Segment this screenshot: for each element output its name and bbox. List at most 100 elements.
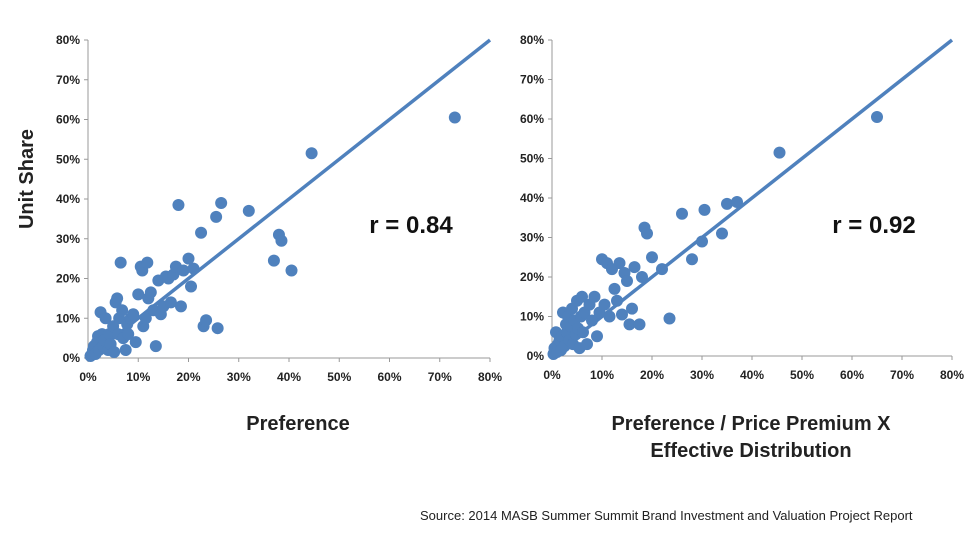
- right-y-tick-label: 0%: [527, 349, 545, 363]
- left-correlation-label: r = 0.84: [369, 212, 453, 239]
- right-y-tick-label: 40%: [520, 191, 544, 205]
- left-x-tick-label: 50%: [327, 370, 351, 384]
- left-data-point: [132, 288, 145, 301]
- right-data-point: [598, 298, 611, 311]
- left-y-tick-label: 40%: [56, 192, 80, 206]
- right-data-point: [721, 197, 733, 210]
- right-correlation-label: r = 0.92: [832, 212, 915, 239]
- right-y-tick-label: 80%: [520, 33, 544, 47]
- left-data-point: [174, 300, 187, 313]
- left-data-point: [185, 280, 198, 293]
- left-x-tick-label: 0%: [79, 370, 97, 384]
- right-data-point: [611, 294, 623, 307]
- left-data-point: [267, 254, 280, 267]
- right-data-point: [608, 282, 621, 295]
- right-y-tick-label: 70%: [520, 73, 544, 87]
- right-y-tick-label: 20%: [520, 270, 544, 284]
- right-x-tick-label: 0%: [543, 368, 561, 382]
- right-data-point: [716, 227, 728, 240]
- left-data-point: [108, 346, 121, 359]
- left-y-tick-label: 30%: [56, 232, 80, 246]
- left-data-point: [149, 340, 162, 353]
- right-data-point: [656, 263, 668, 276]
- right-data-point: [633, 318, 646, 331]
- left-data-point: [116, 304, 129, 317]
- right-x-axis-title-line2: Effective Distribution: [650, 440, 851, 462]
- right-data-point: [698, 203, 711, 216]
- right-y-tick-label: 30%: [520, 231, 544, 245]
- right-x-tick-label: 60%: [840, 368, 864, 382]
- right-data-point: [686, 253, 698, 266]
- left-data-point: [139, 312, 152, 325]
- right-x-tick-label: 40%: [740, 368, 764, 382]
- right-x-axis-title-line1: Preference / Price Premium X: [611, 413, 891, 435]
- left-data-point: [182, 252, 195, 265]
- left-x-tick-label: 60%: [377, 370, 401, 384]
- right-data-point: [676, 207, 688, 220]
- left-data-point: [275, 234, 288, 247]
- left-scatter-plot: 0% 10% 20% 30% 40% 50% 60% 70% 80% 0% 10% 20% 30% 40%…: [56, 33, 502, 384]
- left-y-tick-label: 60%: [56, 113, 80, 127]
- right-data-point: [613, 257, 626, 270]
- right-data-point: [696, 235, 708, 248]
- left-data-point: [200, 314, 213, 327]
- right-data-point: [871, 111, 883, 124]
- left-data-point: [285, 264, 298, 277]
- right-data-point: [577, 326, 589, 339]
- left-y-tick-label: 10%: [56, 311, 80, 325]
- left-data-point: [122, 328, 135, 341]
- right-data-point: [591, 330, 603, 343]
- left-data-point: [164, 296, 177, 309]
- left-y-tick-label: 0%: [63, 351, 81, 365]
- right-data-point: [773, 146, 786, 159]
- left-data-point: [242, 204, 255, 217]
- left-data-point: [195, 226, 208, 239]
- left-x-tick-label: 30%: [227, 370, 251, 384]
- left-data-point: [144, 286, 157, 299]
- left-data-point: [448, 111, 461, 124]
- left-data-point: [215, 196, 228, 209]
- right-data-point: [641, 227, 653, 240]
- left-data-point: [211, 322, 224, 335]
- right-trendline: [550, 38, 954, 358]
- left-data-point: [114, 256, 127, 269]
- right-data-point: [663, 312, 676, 325]
- left-x-tick-label: 20%: [176, 370, 200, 384]
- left-x-tick-label: 10%: [126, 370, 150, 384]
- right-y-tick-label: 60%: [520, 112, 544, 126]
- left-x-tick-label: 70%: [428, 370, 452, 384]
- left-y-tick-label: 80%: [56, 33, 80, 47]
- right-x-tick-label: 70%: [890, 368, 914, 382]
- left-data-point: [111, 292, 124, 305]
- left-x-axis-title: Preference: [246, 413, 349, 435]
- left-data-point: [141, 256, 154, 269]
- left-y-tick-label: 70%: [56, 73, 80, 87]
- left-data-point: [210, 210, 223, 223]
- right-data-point: [603, 310, 616, 323]
- right-data-point: [628, 261, 641, 274]
- right-data-point: [588, 290, 601, 303]
- right-data-point: [623, 318, 636, 331]
- right-data-point: [621, 274, 633, 287]
- left-data-point: [129, 336, 142, 349]
- right-data-point: [731, 195, 743, 208]
- right-data-point: [581, 338, 593, 351]
- left-data-point: [177, 264, 190, 277]
- left-data-point: [127, 308, 140, 321]
- left-data-point: [99, 312, 112, 325]
- right-data-point: [626, 302, 638, 315]
- right-x-tick-label: 10%: [590, 368, 614, 382]
- left-y-tick-label: 50%: [56, 152, 80, 166]
- left-y-axis-title: Unit Share: [16, 129, 38, 229]
- right-data-point: [646, 251, 658, 264]
- right-x-tick-label: 80%: [940, 368, 964, 382]
- left-y-tick-label: 20%: [56, 272, 80, 286]
- left-data-point: [187, 262, 200, 275]
- right-x-tick-label: 30%: [690, 368, 714, 382]
- left-data-point: [172, 198, 185, 211]
- left-data-point: [305, 147, 318, 160]
- right-x-tick-label: 20%: [640, 368, 664, 382]
- right-y-tick-label: 10%: [520, 310, 544, 324]
- source-citation: Source: 2014 MASB Summer Summit Brand In…: [420, 508, 913, 523]
